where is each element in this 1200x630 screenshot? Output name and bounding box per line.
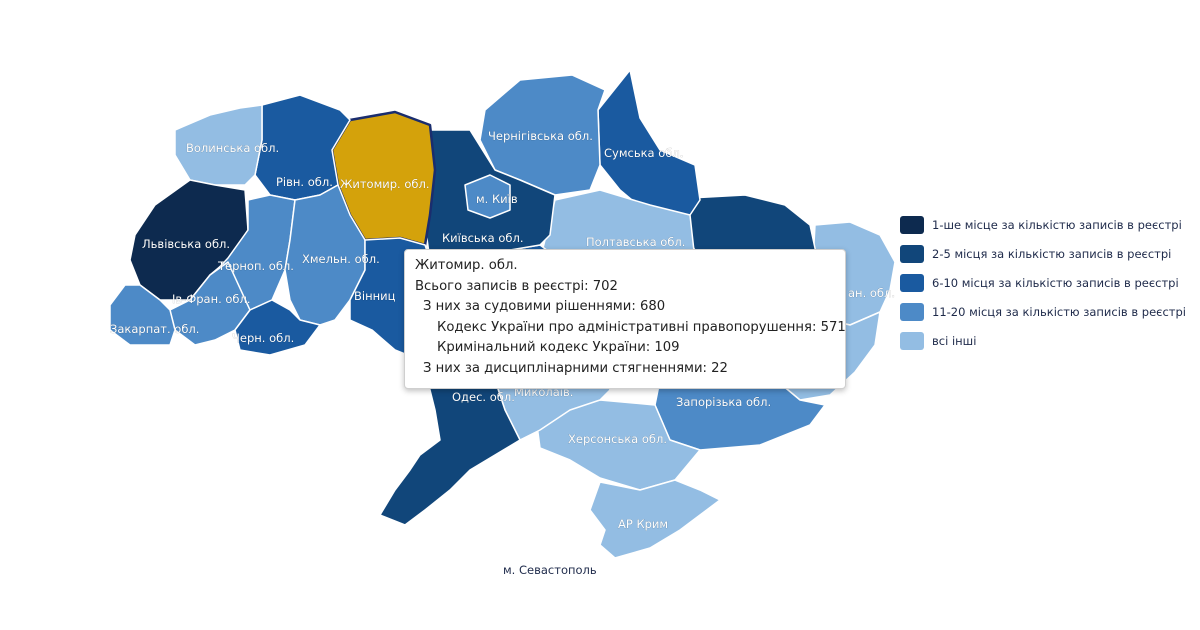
tooltip-disciplinary: З них за дисциплінарними стягненнями: 22 — [423, 360, 728, 376]
region-tooltip: Житомир. обл. Всього записів в реєстрі: … — [404, 249, 846, 389]
legend-label: всі інші — [932, 334, 977, 348]
legend-swatch — [900, 245, 924, 263]
region-khmelnytskyi[interactable] — [284, 184, 366, 326]
tooltip-total: Всього записів в реєстрі: 702 — [415, 278, 618, 294]
legend-label: 6-10 місця за кількістю записів в реєстр… — [932, 276, 1179, 290]
legend-item-tier5[interactable]: всі інші — [900, 329, 1200, 353]
legend-swatch — [900, 332, 924, 350]
legend-swatch — [900, 274, 924, 292]
region-zakarpattia[interactable] — [109, 284, 176, 346]
legend-swatch — [900, 216, 924, 234]
tooltip-admin-code: Кодекс України про адміністративні право… — [437, 319, 846, 335]
legend-label: 2-5 місця за кількістю записів в реєстрі — [932, 247, 1172, 261]
region-crimea[interactable] — [589, 479, 721, 559]
legend-item-tier4[interactable]: 11-20 місця за кількістю записів в реєст… — [900, 300, 1200, 324]
legend-swatch — [900, 303, 924, 321]
legend-label: 11-20 місця за кількістю записів в реєст… — [932, 305, 1186, 319]
legend-label: 1-ше місце за кількістю записів в реєстр… — [932, 218, 1182, 232]
label-sevastopol: м. Севастополь — [503, 563, 597, 577]
region-chernivtsi[interactable] — [234, 299, 321, 356]
tooltip-region-name: Житомир. обл. — [415, 258, 518, 273]
map-legend: 1-ше місце за кількістю записів в реєстр… — [900, 213, 1200, 358]
legend-item-tier3[interactable]: 6-10 місця за кількістю записів в реєстр… — [900, 271, 1200, 295]
tooltip-court: З них за судовими рішеннями: 680 — [423, 299, 666, 314]
region-kyiv-city[interactable] — [464, 174, 511, 219]
legend-item-tier1[interactable]: 1-ше місце за кількістю записів в реєстр… — [900, 213, 1200, 237]
region-volyn[interactable] — [174, 104, 263, 186]
legend-item-tier2[interactable]: 2-5 місця за кількістю записів в реєстрі — [900, 242, 1200, 266]
tooltip-criminal-code: Кримінальний кодекс України: 109 — [437, 340, 680, 355]
